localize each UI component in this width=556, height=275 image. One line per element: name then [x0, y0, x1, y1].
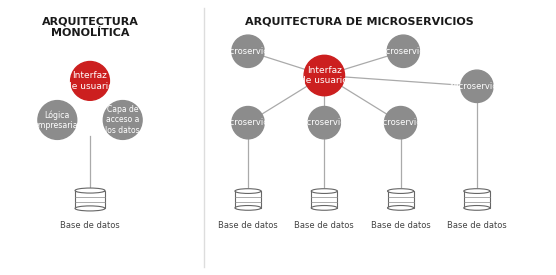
- Text: Microservicio: Microservicio: [376, 47, 431, 56]
- Text: Base de datos: Base de datos: [371, 221, 430, 230]
- Ellipse shape: [235, 189, 261, 193]
- Ellipse shape: [461, 70, 493, 103]
- Ellipse shape: [388, 189, 414, 193]
- Ellipse shape: [384, 106, 417, 139]
- Ellipse shape: [311, 189, 337, 193]
- Ellipse shape: [304, 55, 345, 96]
- Ellipse shape: [235, 205, 261, 210]
- Ellipse shape: [308, 106, 340, 139]
- Ellipse shape: [38, 101, 77, 139]
- FancyBboxPatch shape: [388, 191, 414, 208]
- Text: Lógica
empresarial: Lógica empresarial: [34, 110, 81, 130]
- Ellipse shape: [71, 62, 110, 100]
- Ellipse shape: [232, 106, 264, 139]
- Ellipse shape: [464, 205, 490, 210]
- Ellipse shape: [103, 101, 142, 139]
- FancyBboxPatch shape: [75, 191, 105, 208]
- FancyBboxPatch shape: [464, 191, 490, 208]
- Text: Capa de
acceso a
los datos: Capa de acceso a los datos: [106, 105, 140, 135]
- Ellipse shape: [232, 35, 264, 67]
- Ellipse shape: [75, 188, 105, 193]
- Ellipse shape: [464, 189, 490, 193]
- Text: Microservicio: Microservicio: [220, 47, 276, 56]
- Ellipse shape: [387, 35, 419, 67]
- Ellipse shape: [388, 205, 414, 210]
- FancyBboxPatch shape: [311, 191, 337, 208]
- Text: Base de datos: Base de datos: [447, 221, 507, 230]
- Text: Interfaz
de usuario: Interfaz de usuario: [300, 66, 348, 85]
- FancyBboxPatch shape: [235, 191, 261, 208]
- Text: Microservicio: Microservicio: [297, 118, 352, 127]
- Text: ARQUITECTURA DE MICROSERVICIOS: ARQUITECTURA DE MICROSERVICIOS: [245, 16, 474, 26]
- Text: Microservicio: Microservicio: [449, 82, 504, 91]
- Ellipse shape: [75, 206, 105, 211]
- Text: Base de datos: Base de datos: [60, 221, 120, 230]
- Text: Microservicio: Microservicio: [220, 118, 276, 127]
- Text: Base de datos: Base de datos: [218, 221, 278, 230]
- Text: Base de datos: Base de datos: [295, 221, 354, 230]
- Text: Microservicio: Microservicio: [373, 118, 428, 127]
- Text: Interfaz
de usuario: Interfaz de usuario: [66, 71, 114, 90]
- Text: ARQUITECTURA
MONOLÍTICA: ARQUITECTURA MONOLÍTICA: [42, 16, 138, 38]
- Ellipse shape: [311, 205, 337, 210]
